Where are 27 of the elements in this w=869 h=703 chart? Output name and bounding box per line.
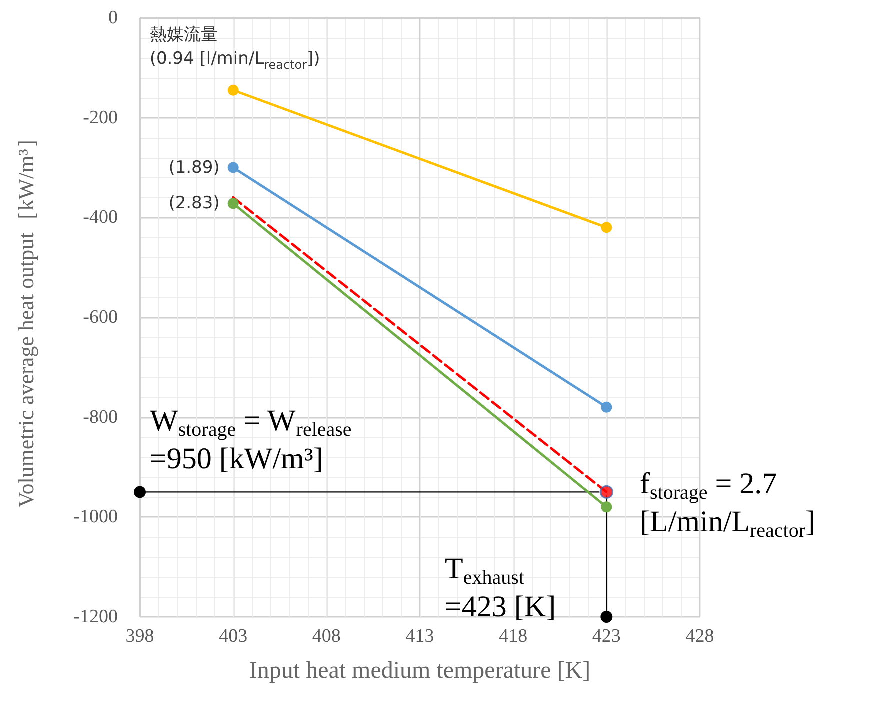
x-tick-label: 428 <box>686 626 714 647</box>
point <box>228 84 239 96</box>
y-tick-label: -1200 <box>74 606 118 628</box>
y-axis-title: Volumetric average heat output［kW/m³］ <box>14 127 38 508</box>
x-tick-label: 418 <box>499 626 528 647</box>
x-tick-label: 398 <box>126 626 154 647</box>
y-tick-label: -1000 <box>74 506 118 528</box>
x-tick-label: 403 <box>219 626 248 647</box>
x-axis-title: Input heat medium temperature [K] <box>249 658 591 684</box>
series-label: (2.83) <box>168 194 220 214</box>
point <box>601 502 612 513</box>
point <box>228 162 239 174</box>
y-tick-label: -600 <box>83 307 118 328</box>
point <box>601 222 612 234</box>
point <box>600 611 613 623</box>
y-tick-label: -800 <box>83 406 118 428</box>
point <box>134 486 146 498</box>
x-tick-label: 413 <box>406 626 434 647</box>
x-tick-label: 408 <box>312 626 341 647</box>
point <box>600 485 614 499</box>
x-tick-label: 423 <box>592 626 621 647</box>
point <box>601 402 612 413</box>
series-label: (1.89) <box>168 158 220 178</box>
y-tick-label: -400 <box>83 207 118 228</box>
point <box>228 198 239 210</box>
y-tick-label: -200 <box>83 107 118 128</box>
y-tick-label: 0 <box>108 8 118 28</box>
